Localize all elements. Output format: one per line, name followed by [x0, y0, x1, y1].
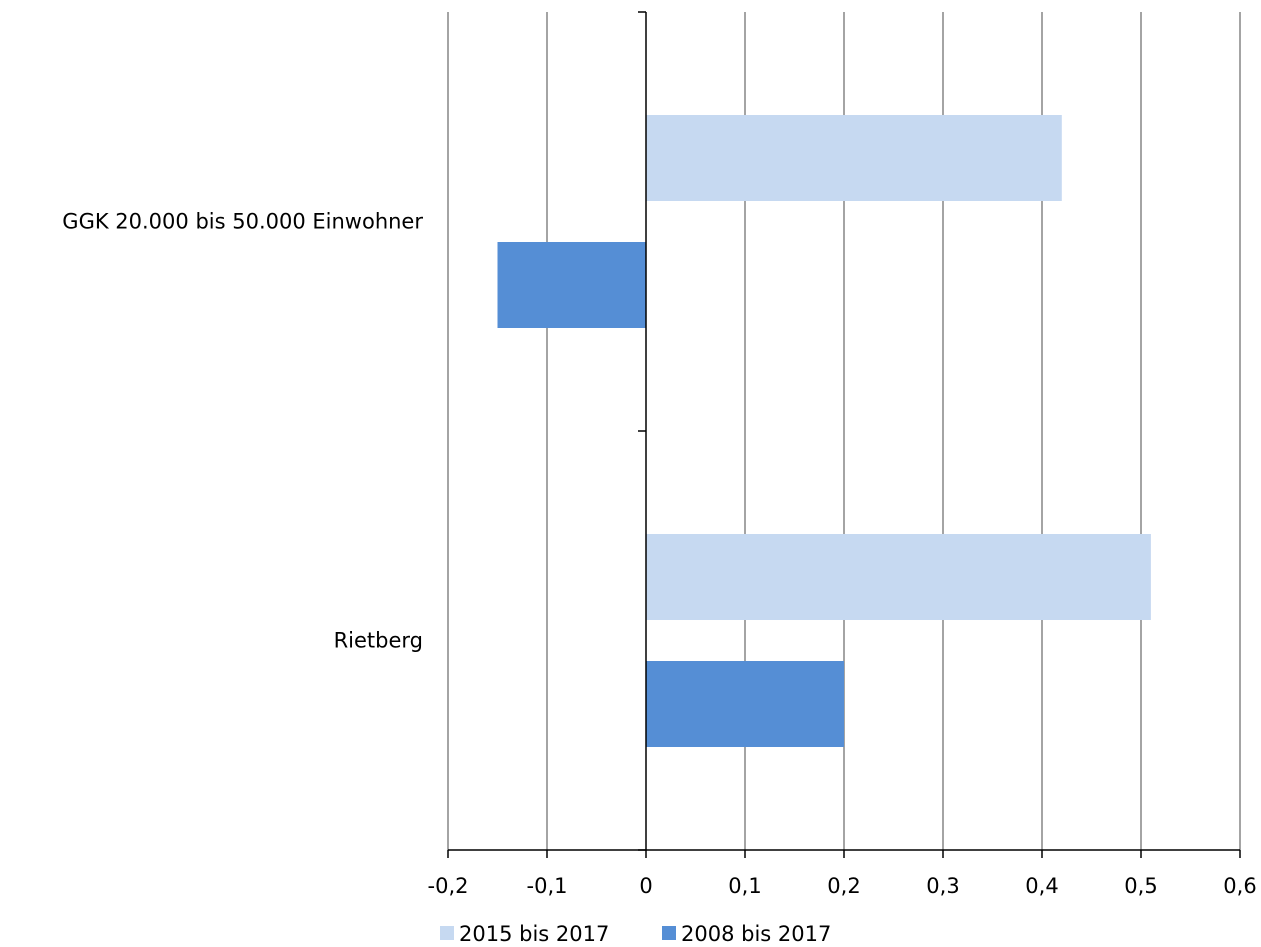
x-tick-label: 0,2: [827, 874, 860, 898]
x-tick-labels: -0,2 -0,1 0 0,1 0,2 0,3 0,4 0,5 0,6: [428, 874, 1257, 898]
x-tick-label: -0,2: [428, 874, 469, 898]
x-tick-label: 0,6: [1223, 874, 1256, 898]
x-tick-label: 0,4: [1025, 874, 1058, 898]
category-label: GGK 20.000 bis 50.000 Einwohner: [62, 210, 423, 234]
category-labels: GGK 20.000 bis 50.000 Einwohner Rietberg: [62, 210, 423, 653]
x-tick-label: -0,1: [527, 874, 568, 898]
bar-series2-rietberg: [646, 661, 844, 747]
x-tick-label: 0: [639, 874, 652, 898]
bar-series2-ggk: [497, 242, 646, 328]
bar-series1-ggk: [646, 115, 1062, 201]
x-tick-label: 0,5: [1124, 874, 1157, 898]
legend-label: 2015 bis 2017: [459, 922, 609, 946]
x-tick-label: 0,3: [926, 874, 959, 898]
bar-series1-rietberg: [646, 534, 1151, 620]
category-label: Rietberg: [334, 629, 423, 653]
legend-swatch: [440, 926, 454, 940]
x-tick-label: 0,1: [728, 874, 761, 898]
axes: [447, 11, 1241, 858]
legend-label: 2008 bis 2017: [681, 922, 831, 946]
bars: [497, 115, 1151, 747]
legend-swatch: [662, 926, 676, 940]
legend: 2015 bis 2017 2008 bis 2017: [440, 922, 831, 946]
